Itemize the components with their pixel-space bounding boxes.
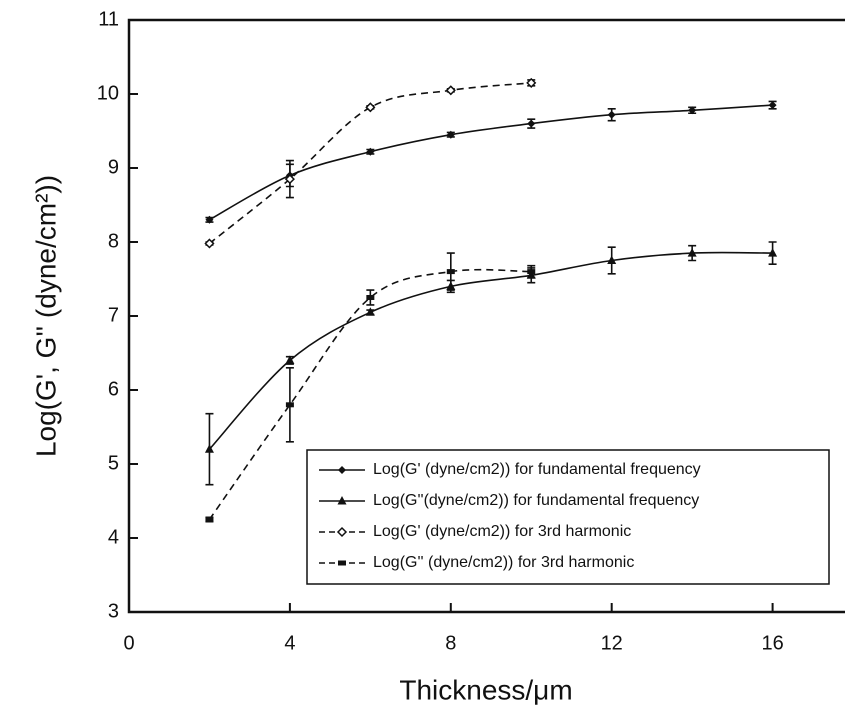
y-tick-label: 5 bbox=[108, 452, 119, 474]
y-tick-label: 10 bbox=[97, 82, 119, 104]
marker bbox=[527, 269, 536, 275]
marker bbox=[527, 119, 536, 128]
legend-marker bbox=[337, 496, 347, 505]
legend-marker bbox=[338, 560, 346, 566]
marker bbox=[284, 174, 295, 185]
marker bbox=[205, 517, 214, 522]
series-line bbox=[208, 268, 532, 520]
marker bbox=[446, 130, 455, 139]
y-tick-label: 3 bbox=[108, 600, 119, 622]
legend-label: Log(G''(dyne/cm2)) for fundamental frequ… bbox=[373, 492, 699, 509]
y-tick-label: 4 bbox=[108, 526, 119, 548]
marker bbox=[768, 101, 777, 110]
marker bbox=[687, 248, 697, 257]
x-tick-label: 16 bbox=[761, 632, 783, 654]
y-tick-label: 8 bbox=[108, 230, 119, 252]
marker bbox=[285, 355, 295, 364]
y-tick-label: 11 bbox=[98, 8, 119, 30]
marker bbox=[445, 85, 456, 96]
marker bbox=[688, 106, 697, 115]
legend-label: Log(G' (dyne/cm2)) for 3rd harmonic bbox=[373, 523, 631, 540]
y-axis-title: Log(G', G'' (dyne/cm²)) bbox=[30, 175, 61, 457]
x-tick-label: 4 bbox=[284, 632, 295, 654]
marker bbox=[607, 255, 617, 264]
legend-marker bbox=[336, 526, 348, 538]
marker bbox=[366, 295, 375, 300]
y-tick-label: 6 bbox=[108, 378, 119, 400]
x-tick-label: 0 bbox=[123, 632, 134, 654]
marker bbox=[526, 77, 537, 88]
series-line bbox=[209, 104, 773, 221]
marker bbox=[205, 215, 214, 224]
marker bbox=[204, 238, 215, 249]
marker bbox=[365, 307, 375, 316]
y-tick-label: 7 bbox=[108, 304, 119, 326]
marker bbox=[285, 402, 294, 408]
series-line bbox=[208, 251, 773, 450]
legend-label: Log(G'' (dyne/cm2)) for 3rd harmonic bbox=[373, 554, 634, 571]
marker bbox=[204, 444, 214, 453]
marker bbox=[365, 102, 376, 113]
legend: Log(G' (dyne/cm2)) for fundamental frequ… bbox=[306, 449, 830, 585]
x-axis-title: Thickness/μm bbox=[399, 674, 572, 705]
x-tick-label: 12 bbox=[601, 632, 623, 654]
marker bbox=[607, 110, 616, 119]
marker bbox=[446, 269, 455, 275]
legend-box bbox=[306, 449, 830, 585]
x-tick-label: 8 bbox=[445, 632, 456, 654]
legend-marker bbox=[338, 466, 346, 474]
marker bbox=[366, 147, 375, 156]
y-tick-label: 9 bbox=[108, 156, 119, 178]
marker bbox=[768, 248, 778, 257]
legend-label: Log(G' (dyne/cm2)) for fundamental frequ… bbox=[373, 461, 701, 478]
